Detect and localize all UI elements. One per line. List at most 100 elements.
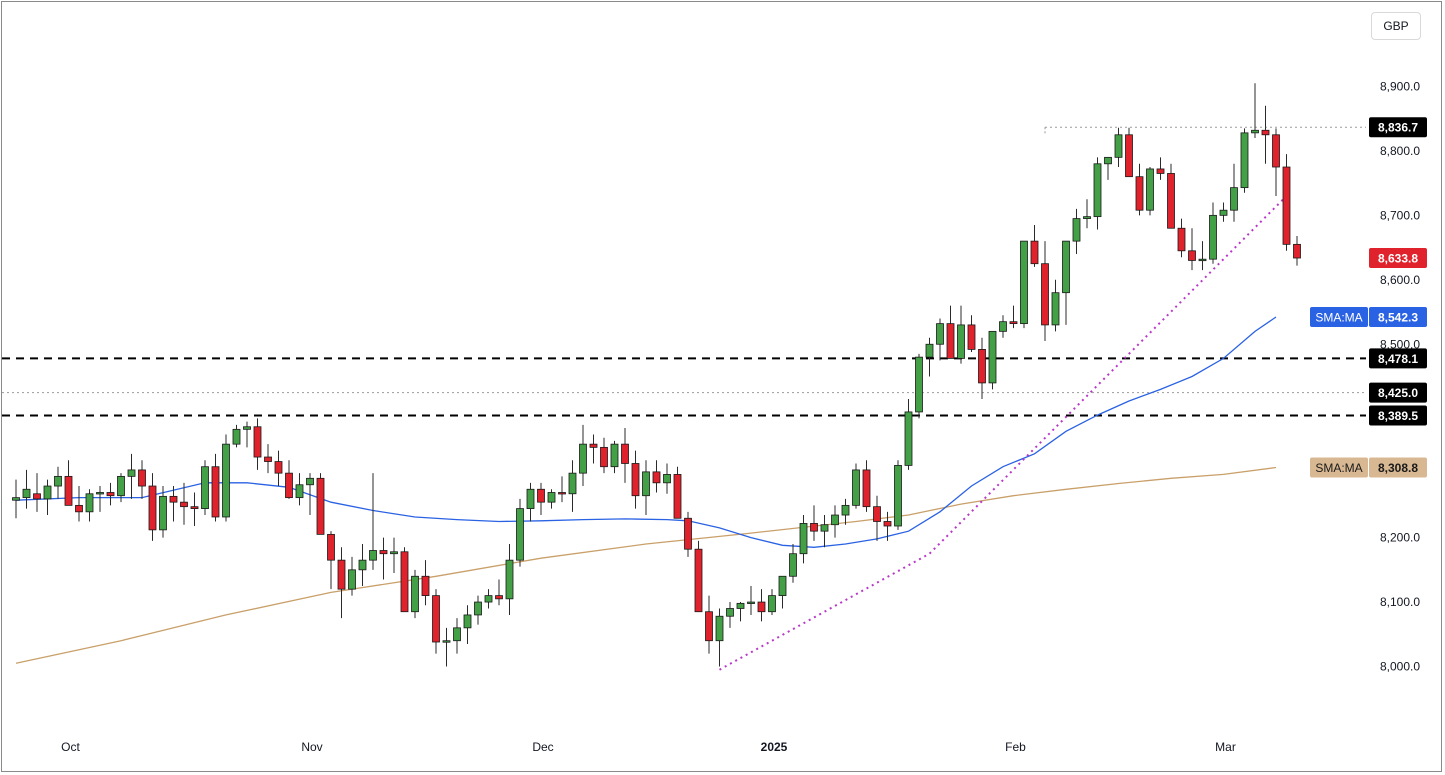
candle [757,589,766,622]
level-price-tag-label: 8,836.7 [1378,121,1418,135]
candle-body [1114,134,1123,158]
sma_slow-price-tag-label: 8,308.8 [1378,461,1418,475]
x-tick-label: Dec [532,740,553,754]
last-price-tag-label: 8,633.8 [1378,252,1418,266]
candle-body [1083,216,1091,219]
candle-body [253,426,262,458]
candle-body [348,569,356,590]
candle-body [1156,168,1165,174]
candle-body [264,456,272,462]
candle-body [757,601,766,613]
candle-body [726,608,734,617]
candle [421,560,430,606]
candle-body [148,485,157,531]
candle-body [1146,168,1154,211]
candle [862,460,871,512]
candle [1272,128,1280,197]
price-tags: 8,836.7 8,478.1 8,425.0 8,389.5 8,633.8 SMA:M… [1310,117,1427,478]
candle [558,476,566,503]
candle [117,473,125,503]
candle [138,460,146,499]
candle-body [547,492,556,503]
candle [957,305,965,364]
sma_fast-price-tag-label: 8,542.3 [1378,310,1418,324]
candle-body [190,506,199,509]
candle-body [925,343,934,358]
candle [915,353,923,419]
candle-body [1240,132,1249,189]
candle-body [1293,243,1301,259]
candle-body [558,492,566,495]
candle-body [127,469,136,477]
candle [495,579,503,606]
overlay-lines [2,126,1366,671]
candle [547,489,556,509]
candle [369,473,377,570]
candle [1009,305,1018,329]
candle [736,602,745,622]
candle [22,469,31,509]
candle [264,444,272,474]
candle-body [285,472,293,499]
candle-body [1020,240,1028,325]
candle [967,315,976,352]
candle [274,450,283,487]
candle [327,531,335,590]
candle [64,460,73,506]
candle [127,453,136,499]
currency-button[interactable]: GBP [1371,12,1421,40]
candle-body [327,533,335,561]
candle [747,585,755,615]
candle-body [1230,187,1238,211]
candle [852,463,860,509]
candle [106,482,115,506]
candle-body [999,321,1007,332]
candle-body [862,469,871,508]
x-tick-label: Feb [1005,740,1026,754]
candle-body [117,475,125,497]
candle [568,460,577,512]
y-tick-label: 8,900.0 [1380,79,1420,93]
candle-body [75,504,83,513]
candle-body [967,324,976,350]
candle-body [894,465,902,527]
candle-body [673,474,682,519]
candle [1251,83,1259,139]
candle [1188,228,1196,271]
level-price-tag-bg [1369,405,1427,426]
level-price-tag-label: 8,478.1 [1378,352,1418,366]
candle-body [1188,250,1196,261]
candle [159,486,167,538]
candle [1083,199,1091,229]
candles [12,83,1301,667]
candle [1062,240,1070,325]
y-tick-label: 8,200.0 [1380,531,1420,545]
candle-body [1135,176,1144,211]
candle [831,505,839,538]
candle [201,460,209,516]
candle-body [663,474,671,484]
candle-body [180,501,188,508]
candle-body [106,492,115,497]
candle-body [715,615,724,642]
candle [1198,241,1207,271]
candle [1177,218,1186,258]
candle [1240,128,1249,193]
candle [1030,225,1039,267]
candle-body [43,485,52,500]
level-price-tag-bg [1369,382,1427,403]
candle [306,473,314,516]
candle-body [1272,134,1280,168]
candle-body [306,477,314,486]
sma_fast-price-tag-bg [1369,306,1427,327]
candle [474,595,482,625]
candle [400,547,409,613]
candle-body [358,559,367,571]
candle [1146,167,1154,216]
candle [642,460,650,516]
candle [295,473,304,506]
candle-body [138,469,146,487]
candle [1156,157,1165,180]
